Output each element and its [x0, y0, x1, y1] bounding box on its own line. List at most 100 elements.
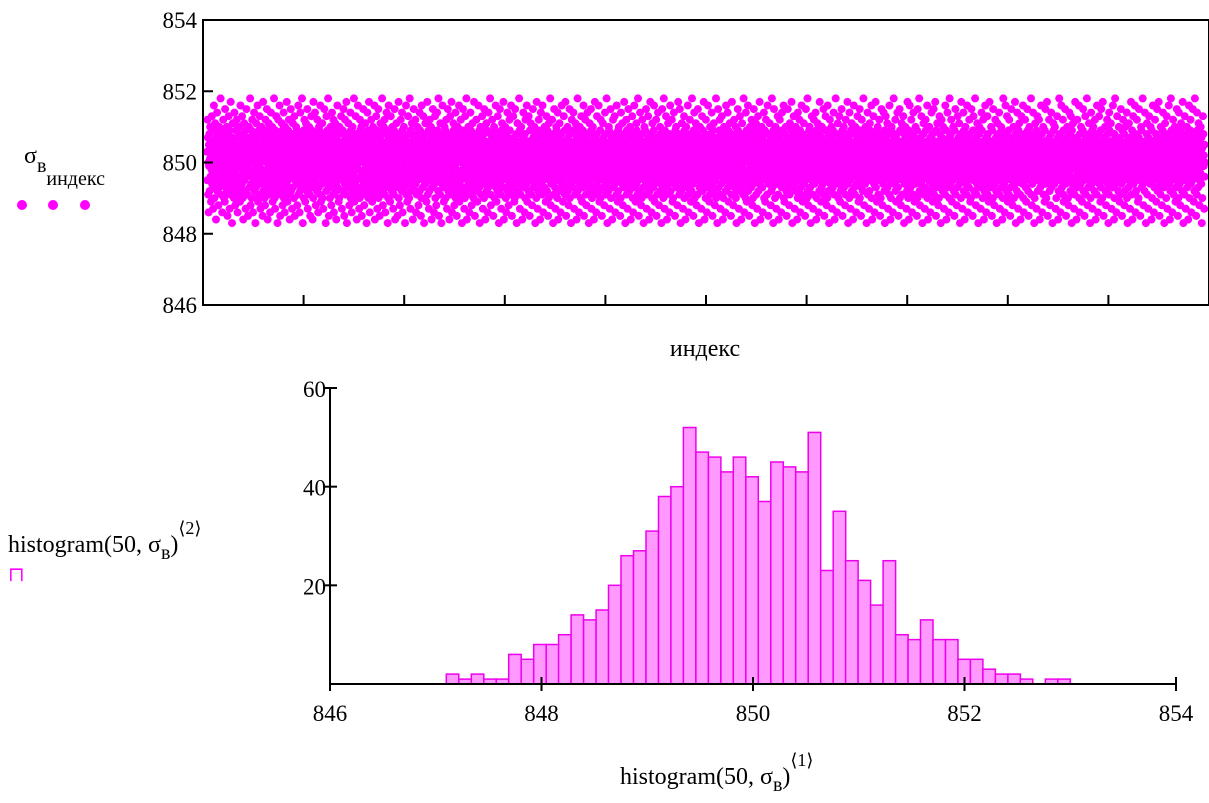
scatter-point: [1180, 112, 1189, 121]
scatter-point: [823, 194, 832, 203]
scatter-point: [524, 112, 533, 121]
scatter-point: [843, 97, 852, 106]
svg-text:σвиндекс: σвиндекс: [24, 143, 105, 190]
scatter-point: [1184, 215, 1193, 224]
histogram-ticks: [323, 387, 1177, 691]
scatter-point: [1099, 211, 1108, 220]
scatter-point: [249, 208, 257, 217]
scatter-point: [953, 112, 962, 121]
scatter-point: [793, 215, 802, 224]
scatter-point: [221, 105, 230, 114]
scatter-point: [741, 108, 750, 117]
scatter-point: [709, 126, 718, 135]
scatter-point: [652, 211, 661, 220]
scatter-point: [534, 115, 543, 124]
scatter-point: [1081, 112, 1090, 121]
histogram-bar: [470, 673, 485, 685]
scatter-point: [707, 108, 716, 117]
scatter-point: [616, 211, 625, 220]
hist-x-label-func: histogram: [620, 764, 716, 790]
scatter-point: [1177, 119, 1186, 128]
scatter-point: [726, 211, 735, 220]
scatter-point: [931, 97, 940, 106]
scatter-point: [298, 219, 307, 228]
scatter-point: [1128, 215, 1137, 224]
scatter-point: [1073, 115, 1082, 124]
scatter-point: [1005, 115, 1014, 124]
histogram-bar: [782, 466, 797, 685]
scatter-point: [390, 105, 399, 114]
scatter-point: [470, 211, 479, 220]
histogram-bar: [682, 426, 697, 685]
legend-dot: [48, 200, 58, 210]
scatter-point: [899, 112, 908, 121]
scatter-legend-marker: [17, 200, 90, 210]
histogram-bars: [445, 426, 1072, 685]
scatter-point: [787, 97, 796, 106]
scatter-point: [546, 94, 555, 103]
scatter-point: [801, 105, 810, 114]
scatter-point: [538, 101, 547, 110]
hist-x-label-sub: в: [773, 774, 782, 796]
scatter-point: [745, 211, 754, 220]
histogram-y-tick-label: 60: [303, 377, 326, 402]
scatter-point: [1043, 211, 1052, 220]
scatter-point: [238, 112, 247, 121]
scatter-point: [261, 201, 269, 210]
scatter-point: [950, 126, 959, 135]
scatter-point: [714, 105, 723, 114]
scatter-point: [383, 219, 392, 228]
scatter-point: [612, 101, 621, 110]
scatter-point: [437, 219, 446, 228]
scatter-point: [236, 101, 245, 110]
scatter-point: [913, 194, 922, 203]
scatter-point: [332, 215, 341, 224]
scatter-point: [891, 115, 900, 124]
scatter-point: [308, 215, 317, 224]
scatter-point: [1054, 215, 1063, 224]
scatter-point: [1035, 115, 1043, 124]
scatter-point: [622, 115, 631, 124]
scatter-point: [1201, 158, 1209, 167]
scatter-point: [837, 105, 846, 114]
histogram-bar: [969, 658, 984, 685]
scatter-point: [451, 108, 460, 117]
scatter-point: [628, 112, 637, 121]
scatter-point: [441, 126, 450, 135]
scatter-point: [1200, 140, 1209, 149]
scatter-point: [1011, 97, 1019, 106]
scatter-point: [1198, 112, 1207, 121]
histogram-x-tick-label: 848: [524, 701, 559, 726]
scatter-point: [1106, 119, 1115, 128]
scatter-point: [857, 115, 866, 124]
scatter-point: [857, 211, 865, 220]
scatter-point: [921, 115, 930, 124]
scatter-point: [1007, 105, 1016, 114]
scatter-point: [1087, 108, 1096, 117]
svg-text:histogram(50, σв)⟨1⟩: histogram(50, σв)⟨1⟩: [620, 750, 813, 796]
scatter-point: [977, 126, 986, 135]
histogram-bar: [982, 668, 997, 685]
scatter-point: [559, 112, 568, 121]
hist-y-label-args: (50, σ: [104, 532, 161, 558]
histogram-bar: [657, 495, 672, 685]
scatter-point: [652, 115, 661, 124]
scatter-point: [998, 215, 1007, 224]
histogram-bar: [994, 673, 1009, 685]
scatter-point: [682, 122, 691, 131]
scatter-point: [296, 108, 305, 117]
histogram-bar: [520, 658, 535, 685]
hist-y-label-close: ): [170, 532, 178, 558]
svg-text:histogram(50, σв)⟨2⟩: histogram(50, σв)⟨2⟩: [8, 518, 201, 564]
scatter-point: [303, 105, 312, 114]
scatter-y-tick-label: 848: [163, 222, 198, 247]
scatter-point: [608, 215, 617, 224]
histogram-bar: [794, 471, 809, 685]
scatter-point: [995, 108, 1004, 117]
scatter-point: [624, 105, 633, 114]
scatter-point: [486, 94, 495, 103]
scatter-point: [924, 215, 932, 224]
histogram-bar: [582, 619, 597, 685]
scatter-y-label-sub2: индекс: [46, 168, 105, 190]
scatter-point: [923, 101, 932, 110]
